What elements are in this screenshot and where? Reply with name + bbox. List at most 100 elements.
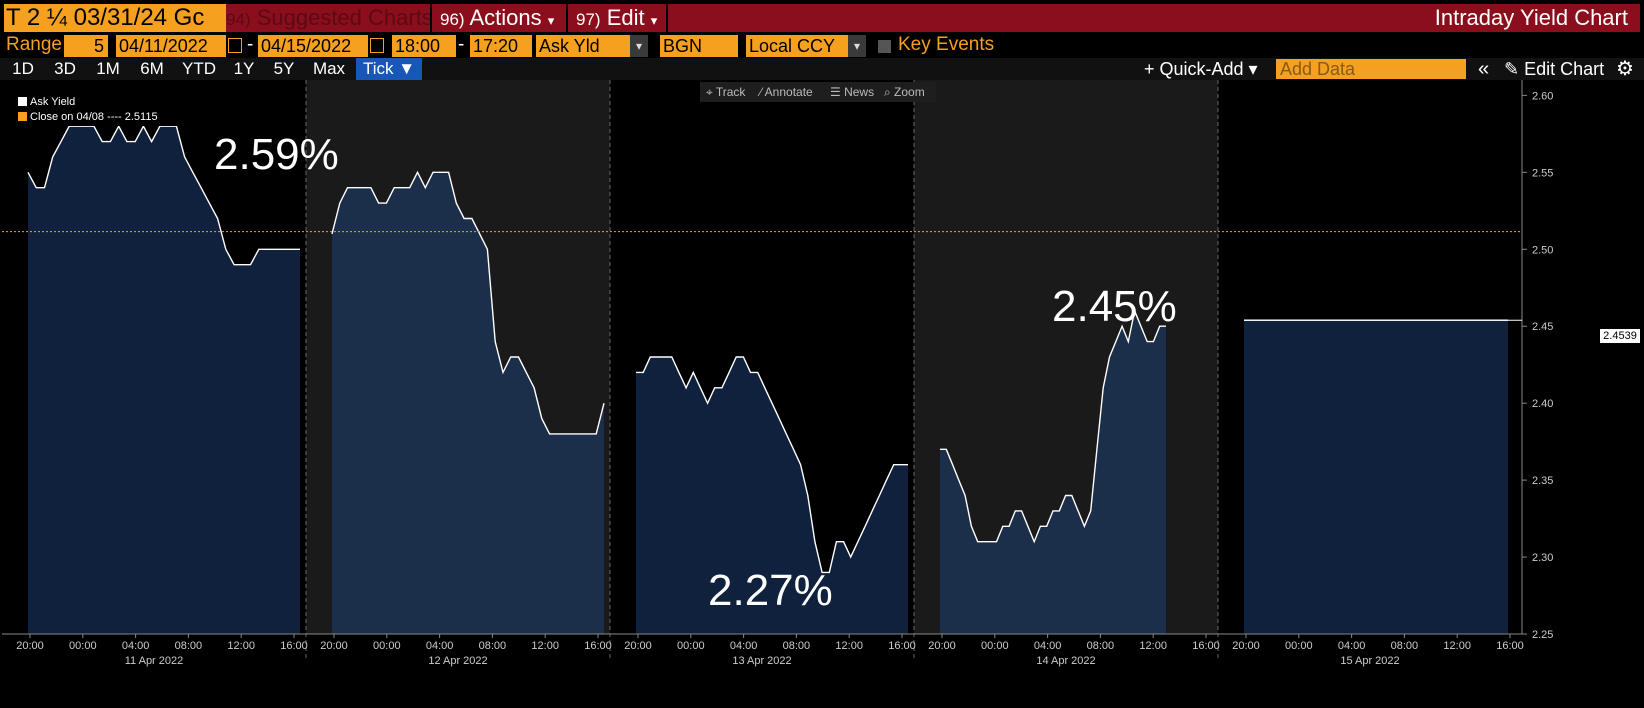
edit-menu[interactable]: 97) Edit ▾ [576,4,657,32]
security-ticker[interactable]: T 2 ¼ 03/31/24 Gc [4,4,226,32]
tab-max[interactable]: Max [312,59,346,78]
series-area [28,126,300,634]
x-tick-label: 12:00 [227,640,255,652]
zoom-tool[interactable]: ⌕ Zoom [884,85,925,99]
range-value-field[interactable]: 5 [64,35,108,57]
edit-number: 97) [576,10,601,29]
x-tick-label: 20:00 [320,640,348,652]
series-line [636,356,908,574]
x-tick-label: 04:00 [1338,640,1366,652]
edit-label: Edit [606,5,645,30]
x-tick-label: 20:00 [16,640,44,652]
end-time-field[interactable]: 17:20 [470,35,532,57]
calendar-icon[interactable] [370,38,384,53]
tab-5y[interactable]: 5Y [273,59,295,78]
legend-item-ask-yield: Ask Yield [18,95,75,109]
x-tick-label: 20:00 [928,640,956,652]
session-date-label: 11 Apr 2022 [125,655,184,667]
menu-bar: 94) Suggested Charts 96) Actions ▾ 97) E… [226,4,1640,32]
actions-number: 96) [440,10,465,29]
y-tick-label: 2.45 [1532,321,1553,333]
series-line [27,124,300,266]
menu-divider [430,4,432,32]
legend-label: Close on 04/08 ---- 2.5115 [30,111,158,123]
period-toolbar: 1D 3D 1M 6M YTD 1Y 5Y Max Tick ▼ + Quick… [0,58,1644,80]
x-tick-label: 16:00 [1496,640,1524,652]
range-label: Range [6,34,62,55]
menu-divider [666,4,668,32]
x-tick-label: 08:00 [175,640,203,652]
suggested-charts-menu[interactable]: 94) Suggested Charts [226,4,433,32]
chevron-down-icon[interactable]: ▾ [848,35,866,57]
tab-3d[interactable]: 3D [54,59,76,78]
add-data-input[interactable]: Add Data [1276,59,1466,79]
x-tick-label: 16:00 [888,640,916,652]
start-time-field[interactable]: 18:00 [392,35,456,57]
news-tool[interactable]: ☰ News [830,85,875,99]
start-date-field[interactable]: 04/11/2022 [116,35,226,57]
suggested-charts-label: Suggested Charts [256,5,433,30]
x-tick-label: 04:00 [1034,640,1062,652]
chart-area[interactable]: 2.25 2.30 2.35 2.40 2.45 2.50 2.55 2.60 20:00 00:… [0,80,1644,703]
end-date-field[interactable]: 04/15/2022 [258,35,368,57]
chart-legend: Ask Yield Close on 04/08 ---- 2.5115 [10,92,180,126]
series-area [332,172,604,635]
yield-chart[interactable]: 2.25 2.30 2.35 2.40 2.45 2.50 2.55 2.60 20:00 00:… [0,80,1644,703]
menu-divider [566,4,568,32]
y-tick-label: 2.30 [1532,552,1553,564]
x-tick-label: 12:00 [1139,640,1167,652]
gear-icon[interactable]: ⚙ [1616,58,1634,80]
session-date-label: 13 Apr 2022 [732,655,791,667]
title-bar: T 2 ¼ 03/31/24 Gc 94) Suggested Charts 9… [0,0,1644,34]
annotation-high: 2.59% [214,130,339,179]
date-separator: - [247,34,254,55]
tab-1d[interactable]: 1D [12,59,34,78]
calendar-icon[interactable] [228,38,242,53]
time-separator: - [458,34,465,55]
edit-chart-button[interactable]: ✎ Edit Chart [1504,59,1605,79]
chevron-down-icon[interactable]: ▾ [630,35,648,57]
legend-label: Ask Yield [30,96,76,108]
annotate-tool[interactable]: ⁄ Annotate [760,85,813,99]
page-title: Intraday Yield Chart [1434,5,1628,30]
legend-swatch [18,97,27,106]
legend-swatch [18,112,27,121]
x-tick-label: 08:00 [479,640,507,652]
actions-menu[interactable]: 96) Actions ▾ [440,4,554,32]
quick-add-button[interactable]: + Quick-Add ▾ [1144,59,1258,79]
collapse-icon[interactable]: « [1478,58,1490,80]
last-value-badge: 2.4539 [1600,329,1640,343]
x-tick-label: 04:00 [730,640,758,652]
x-tick-label: 12:00 [531,640,559,652]
x-tick-label: 20:00 [1232,640,1260,652]
x-tick-label: 00:00 [677,640,705,652]
currency-select[interactable]: Local CCY [746,35,848,57]
annotation-low: 2.27% [708,566,833,615]
x-tick-label: 16:00 [280,640,308,652]
source-field[interactable]: BGN [660,35,738,57]
range-controls: Range 5 04/11/2022 - 04/15/2022 18:00 - … [0,34,1644,58]
key-events-label: Key Events [898,34,995,55]
tab-tick[interactable]: Tick ▼ [356,58,422,80]
x-tick-label: 16:00 [1192,640,1220,652]
tab-ytd[interactable]: YTD [182,59,216,78]
field-select[interactable]: Ask Yld [536,35,630,57]
tab-6m[interactable]: 6M [140,59,164,78]
annotation-recent: 2.45% [1052,282,1177,331]
x-tick-label: 08:00 [1391,640,1419,652]
x-tick-label: 00:00 [1285,640,1313,652]
suggested-charts-number: 94) [226,10,251,29]
track-tool[interactable]: ⌖ Track [706,85,746,99]
y-tick-label: 2.55 [1532,167,1553,179]
key-events-checkbox[interactable] [878,40,891,53]
series-line [331,170,605,435]
session-date-label: 12 Apr 2022 [428,655,487,667]
y-tick-label: 2.60 [1532,90,1553,102]
tab-1y[interactable]: 1Y [233,59,255,78]
x-tick-label: 00:00 [69,640,97,652]
session-date-label: 14 Apr 2022 [1036,655,1095,667]
tab-1m[interactable]: 1M [96,59,120,78]
x-tick-label: 04:00 [426,640,454,652]
chevron-down-icon: ▾ [650,13,658,28]
y-tick-label: 2.25 [1532,629,1553,641]
